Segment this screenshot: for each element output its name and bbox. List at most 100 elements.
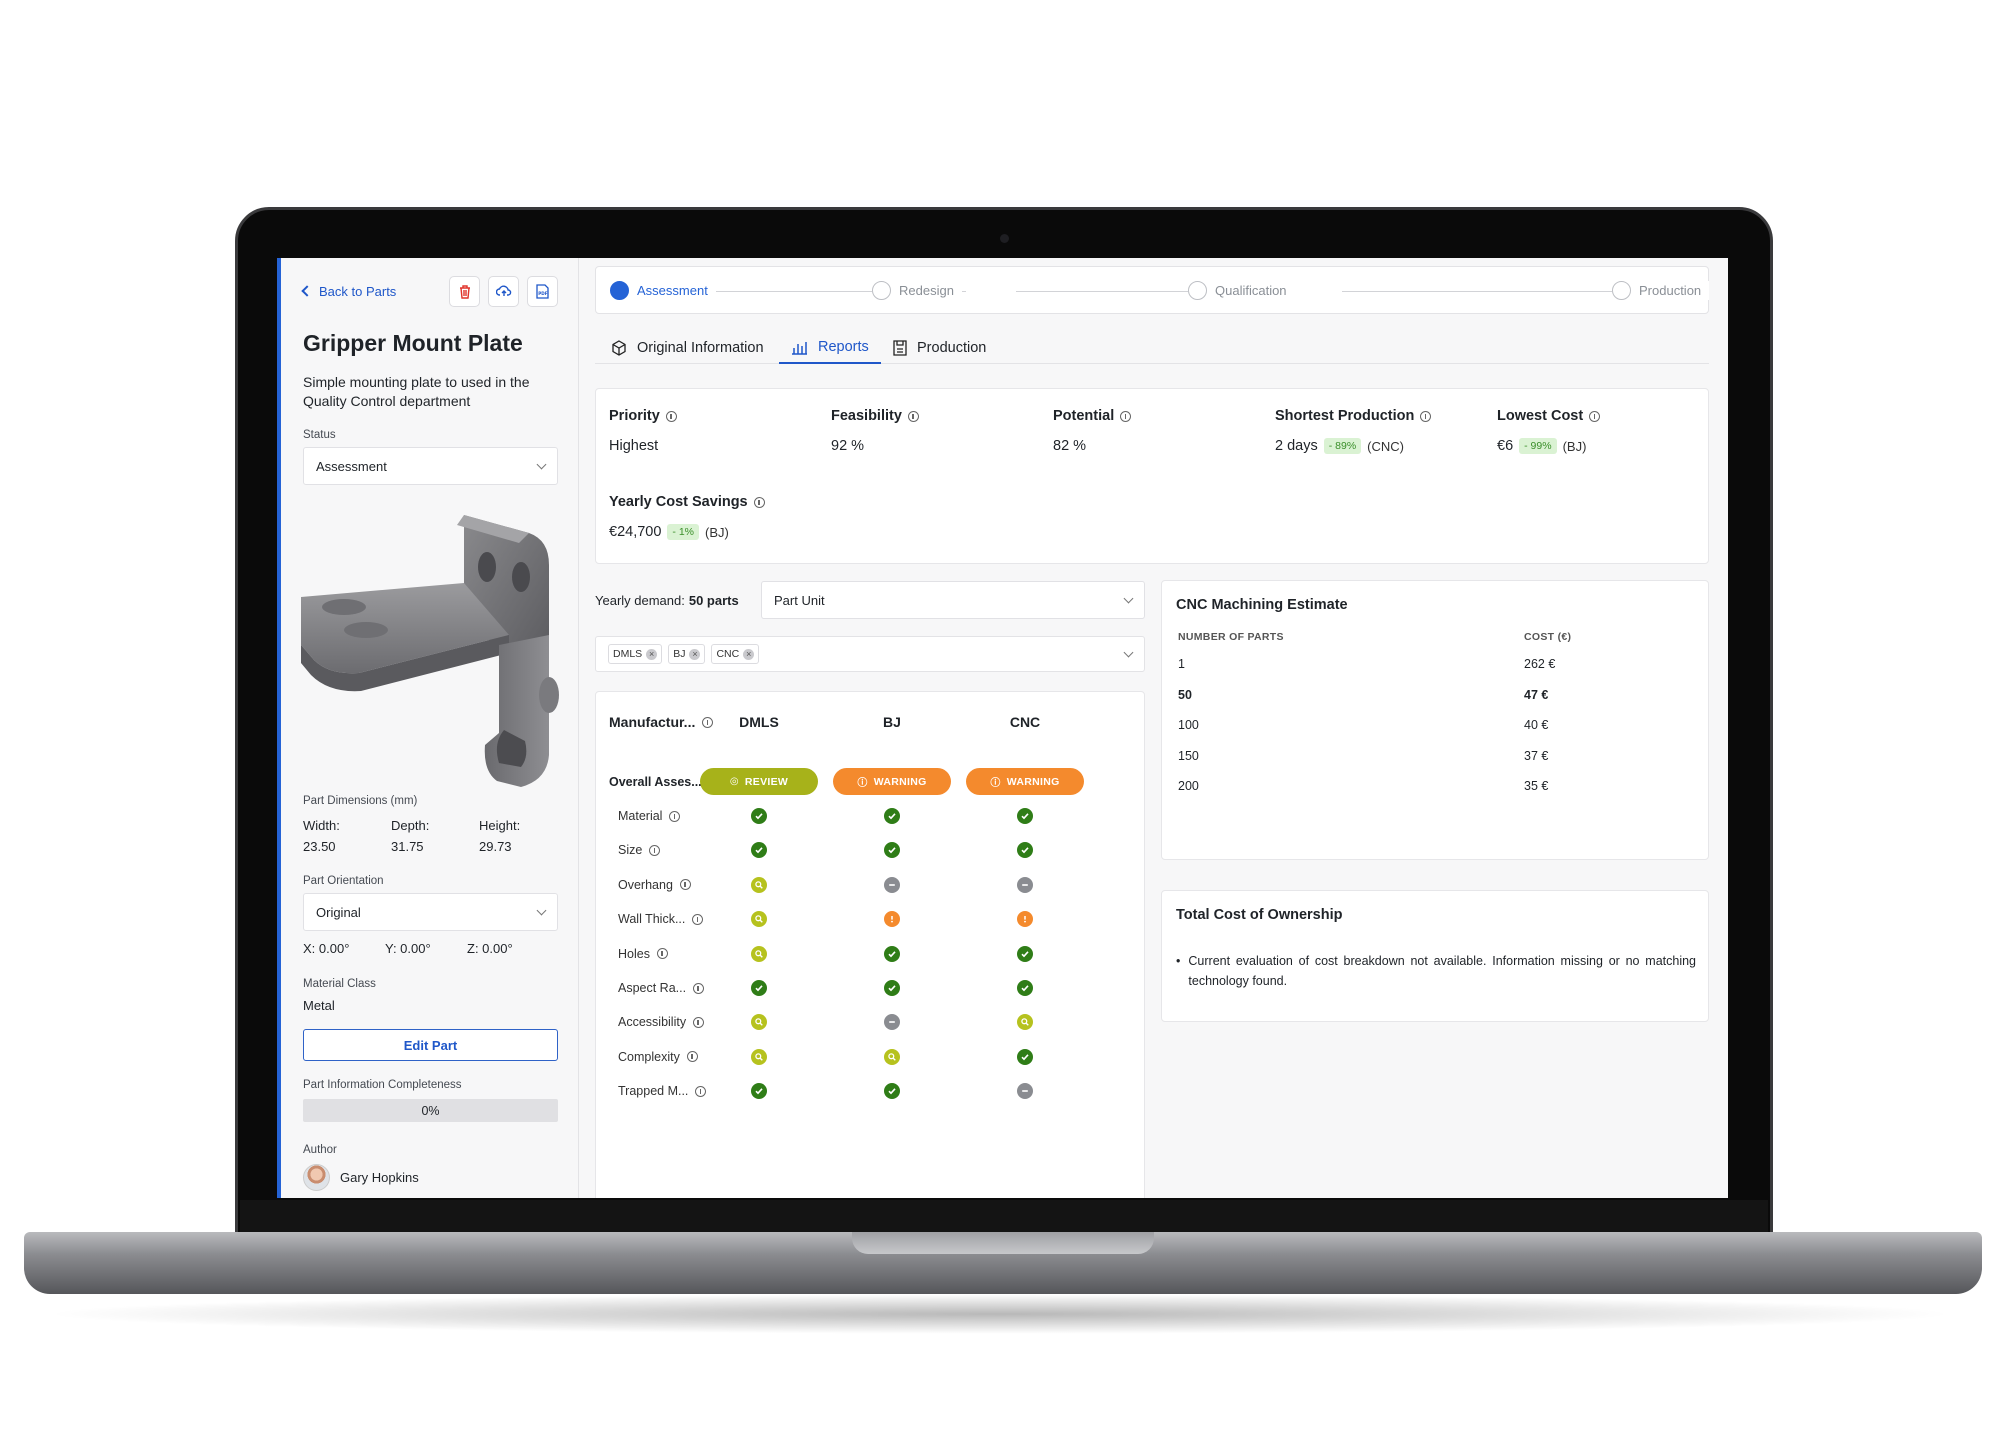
status-select[interactable]: Assessment bbox=[303, 447, 558, 485]
row-label-wrap: Overhang bbox=[618, 878, 691, 892]
edit-part-button[interactable]: Edit Part bbox=[303, 1029, 558, 1061]
chevron-down-icon bbox=[536, 459, 547, 469]
status-cell[interactable] bbox=[749, 1081, 769, 1101]
status-cell[interactable] bbox=[882, 944, 902, 964]
export-pdf-button[interactable]: PDF bbox=[527, 275, 558, 307]
info-icon[interactable] bbox=[649, 844, 661, 856]
step-label: Assessment bbox=[637, 283, 708, 298]
review-search-icon bbox=[1017, 1014, 1033, 1031]
status-cell[interactable] bbox=[882, 875, 902, 895]
y-rotation: Y: 0.00° bbox=[385, 941, 431, 956]
status-cell[interactable] bbox=[1015, 840, 1035, 860]
status-cell[interactable] bbox=[749, 806, 769, 826]
info-icon[interactable] bbox=[656, 948, 668, 960]
info-icon[interactable] bbox=[686, 1051, 698, 1063]
status-cell[interactable] bbox=[882, 1012, 902, 1032]
remove-chip-icon[interactable]: × bbox=[689, 648, 701, 660]
step-redesign[interactable]: Redesign bbox=[872, 281, 962, 300]
workflow-stepper: Assessment Redesign Qualification Produc… bbox=[595, 266, 1710, 314]
status-cell[interactable] bbox=[749, 1047, 769, 1067]
unit-select[interactable]: Part Unit bbox=[761, 581, 1145, 619]
status-cell[interactable] bbox=[1015, 806, 1035, 826]
info-icon[interactable] bbox=[669, 810, 681, 822]
info-icon[interactable] bbox=[1589, 410, 1601, 422]
status-cell[interactable] bbox=[1015, 1012, 1035, 1032]
tab-reports[interactable]: Reports bbox=[779, 332, 881, 364]
step-qualification[interactable]: Qualification bbox=[1188, 281, 1295, 300]
row-label: Holes bbox=[618, 946, 650, 961]
review-search-icon bbox=[751, 911, 767, 928]
overall-badge-cnc[interactable]: ⓘ WARNING bbox=[966, 768, 1084, 795]
status-cell[interactable] bbox=[1015, 978, 1035, 998]
row-label-wrap: Complexity bbox=[618, 1050, 698, 1064]
status-cell[interactable] bbox=[882, 1047, 902, 1067]
table-row: 50 47 € bbox=[1178, 688, 1698, 702]
status-cell[interactable] bbox=[749, 944, 769, 964]
upload-button[interactable] bbox=[488, 275, 519, 307]
table-row: Complexity bbox=[596, 1047, 1146, 1067]
technology-multiselect[interactable]: DMLS × BJ × CNC × bbox=[595, 636, 1145, 672]
remove-chip-icon[interactable]: × bbox=[646, 648, 658, 660]
metric-label: Potential bbox=[1053, 408, 1115, 424]
status-cell[interactable] bbox=[1015, 875, 1035, 895]
overall-badge-dmls[interactable]: ◎ REVIEW bbox=[700, 768, 818, 795]
status-cell[interactable] bbox=[1015, 909, 1035, 929]
status-cell[interactable] bbox=[749, 909, 769, 929]
check-circle-icon bbox=[884, 945, 900, 962]
main-content: Assessment Redesign Qualification Produc… bbox=[595, 258, 1728, 1198]
status-cell[interactable] bbox=[882, 806, 902, 826]
status-cell[interactable] bbox=[749, 1012, 769, 1032]
info-icon[interactable] bbox=[693, 982, 705, 994]
info-icon[interactable] bbox=[1420, 410, 1432, 422]
step-production[interactable]: Production bbox=[1612, 281, 1710, 300]
depth-label: Depth: bbox=[391, 818, 430, 833]
author-label: Author bbox=[303, 1144, 337, 1156]
delete-part-button[interactable] bbox=[449, 275, 480, 307]
status-cell[interactable] bbox=[749, 840, 769, 860]
tco-title: Total Cost of Ownership bbox=[1176, 907, 1343, 923]
assessment-metrics-card: Priority Highest Feasibility 92 % Potent… bbox=[595, 388, 1709, 564]
status-cell[interactable] bbox=[749, 875, 769, 895]
overall-assessment-row: Overall Asses... ◎ REVIEW ⓘ WARNING ⓘ WARNI… bbox=[596, 768, 1146, 796]
avatar bbox=[303, 1164, 330, 1191]
info-icon[interactable] bbox=[665, 410, 677, 422]
check-circle-icon bbox=[1017, 980, 1033, 996]
status-cell[interactable] bbox=[1015, 1081, 1035, 1101]
status-cell[interactable] bbox=[882, 840, 902, 860]
status-cell[interactable] bbox=[882, 909, 902, 929]
author: Gary Hopkins bbox=[303, 1164, 558, 1191]
chevron-left-icon bbox=[301, 285, 313, 297]
table-row: Material bbox=[596, 806, 1146, 826]
step-assessment[interactable]: Assessment bbox=[610, 281, 716, 300]
part-sidebar: Back to Parts PDF Gripper Mount Plate Si… bbox=[277, 258, 579, 1198]
step-connector bbox=[706, 291, 966, 292]
back-to-parts-link[interactable]: Back to Parts bbox=[301, 284, 396, 299]
table-row: Size bbox=[596, 840, 1146, 860]
technology-chip[interactable]: DMLS × bbox=[608, 644, 663, 664]
info-icon[interactable] bbox=[753, 496, 765, 508]
check-circle-icon bbox=[1017, 808, 1033, 824]
status-cell[interactable] bbox=[1015, 1047, 1035, 1067]
status-cell[interactable] bbox=[882, 978, 902, 998]
check-circle-icon bbox=[884, 842, 900, 859]
part-description: Simple mounting plate to used in the Qua… bbox=[303, 374, 530, 409]
info-icon[interactable] bbox=[692, 913, 704, 925]
remove-chip-icon[interactable]: × bbox=[743, 648, 755, 660]
status-cell[interactable] bbox=[1015, 944, 1035, 964]
info-icon[interactable] bbox=[695, 1085, 707, 1097]
chip-label: CNC bbox=[716, 648, 740, 660]
info-icon[interactable] bbox=[907, 410, 919, 422]
technology-chip[interactable]: CNC × bbox=[711, 644, 760, 664]
tab-production[interactable]: Production bbox=[881, 332, 998, 364]
orientation-select[interactable]: Original bbox=[303, 893, 558, 931]
overall-badge-bj[interactable]: ⓘ WARNING bbox=[833, 768, 951, 795]
info-icon[interactable] bbox=[1120, 410, 1132, 422]
status-cell[interactable] bbox=[749, 978, 769, 998]
part-3d-preview[interactable] bbox=[301, 485, 559, 795]
technology-chip[interactable]: BJ × bbox=[668, 644, 706, 664]
info-icon[interactable] bbox=[702, 716, 714, 728]
info-icon[interactable] bbox=[693, 1016, 705, 1028]
info-icon[interactable] bbox=[679, 879, 691, 891]
tab-original-information[interactable]: Original Information bbox=[599, 332, 776, 364]
status-cell[interactable] bbox=[882, 1081, 902, 1101]
